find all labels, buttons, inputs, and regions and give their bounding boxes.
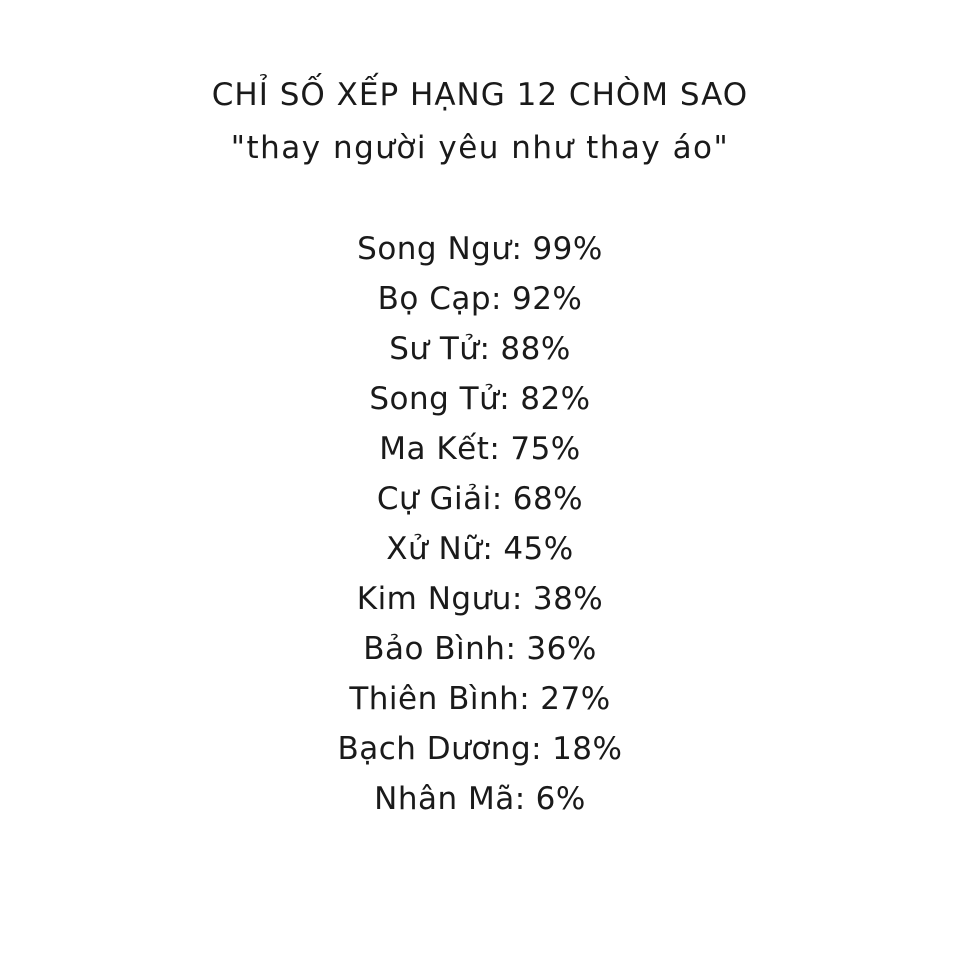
sign-value: 36% <box>526 631 597 667</box>
ranking-item-nhan-ma: Nhân Mã: 6% <box>0 774 960 824</box>
ranking-item-bach-duong: Bạch Dương: 18% <box>0 724 960 774</box>
sign-name: Nhân Mã <box>374 781 515 817</box>
sign-value: 68% <box>512 481 584 517</box>
separator: : <box>482 531 494 567</box>
ranking-item-song-tu: Song Tử: 82% <box>0 374 960 424</box>
ranking-item-ma-ket: Ma Kết: 75% <box>0 424 960 474</box>
ranking-item-cu-giai: Cự Giải: 68% <box>0 474 960 524</box>
separator: : <box>519 681 531 717</box>
separator: : <box>511 231 523 267</box>
sign-name: Cự Giải <box>376 481 492 517</box>
sign-name: Thiên Bình <box>349 681 520 717</box>
sign-value: 6% <box>535 781 586 817</box>
separator: : <box>531 731 543 767</box>
sign-name: Song Ngư <box>357 231 512 267</box>
separator: : <box>505 631 517 667</box>
sign-value: 18% <box>552 731 623 767</box>
sign-value: 92% <box>511 281 583 317</box>
ranking-list: Song Ngư: 99% Bọ Cạp: 92% Sư Tử: 88% Song T… <box>0 224 960 824</box>
sign-value: 82% <box>520 381 591 417</box>
ranking-item-su-tu: Sư Tử: 88% <box>0 324 960 374</box>
sign-name: Ma Kết <box>379 431 490 467</box>
sign-name: Song Tử <box>369 381 500 417</box>
separator: : <box>491 481 503 517</box>
ranking-item-thien-binh: Thiên Bình: 27% <box>0 674 960 724</box>
separator: : <box>491 281 502 317</box>
page-subtitle: "thay người yêu như thay áo" <box>230 130 730 166</box>
sign-value: 75% <box>510 431 581 467</box>
sign-value: 99% <box>532 231 603 267</box>
sign-name: Bảo Bình <box>363 631 506 667</box>
ranking-item-kim-nguu: Kim Ngưu: 38% <box>0 574 960 624</box>
sign-name: Xử Nữ <box>386 531 483 567</box>
separator: : <box>479 331 491 367</box>
ranking-item-bo-cap: Bọ Cạp: 92% <box>0 274 960 324</box>
separator: : <box>511 581 523 617</box>
sign-value: 38% <box>532 581 604 617</box>
page-title: CHỈ SỐ XẾP HẠNG 12 CHÒM SAO <box>211 77 749 113</box>
separator: : <box>514 781 526 817</box>
sign-value: 27% <box>540 681 611 717</box>
ranking-item-bao-binh: Bảo Bình: 36% <box>0 624 960 674</box>
sign-name: Bạch Dương <box>337 731 532 767</box>
sign-name: Kim Ngưu <box>356 581 512 617</box>
sign-name: Sư Tử <box>389 331 480 367</box>
ranking-item-xu-nu: Xử Nữ: 45% <box>0 524 960 574</box>
sign-name: Bọ Cạp <box>377 281 492 317</box>
sign-value: 88% <box>500 331 571 367</box>
separator: : <box>489 431 501 467</box>
ranking-item-song-ngu: Song Ngư: 99% <box>0 224 960 274</box>
separator: : <box>499 381 511 417</box>
sign-value: 45% <box>503 531 574 567</box>
